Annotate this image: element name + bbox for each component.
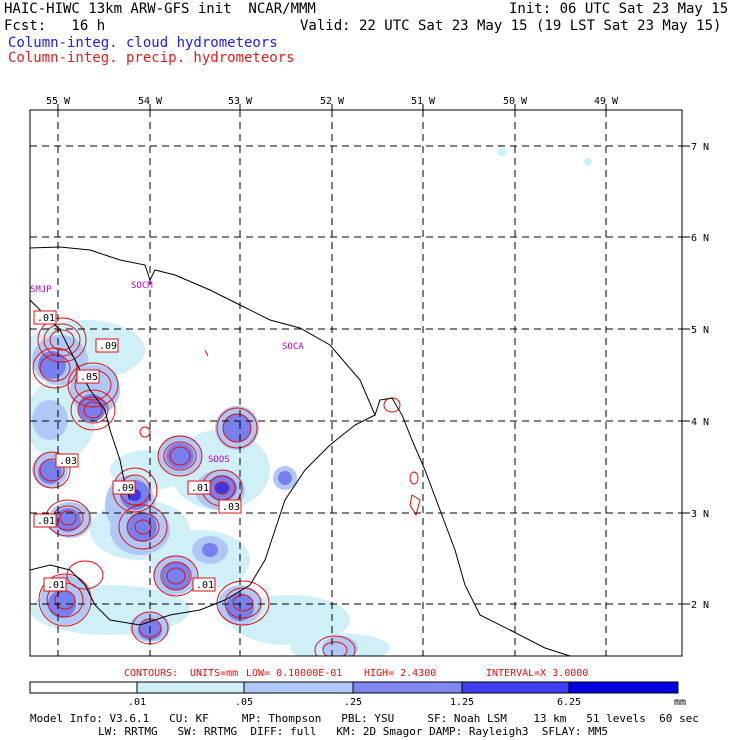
station-label: SOCA [282,342,304,352]
contours-label: CONTOURS: [124,668,178,679]
station-label: SOCM [131,281,153,291]
svg-text:.01: .01 [37,313,55,324]
frame-ticks [57,104,690,605]
lon-label: 55 W [46,96,71,107]
contour-label: .09 [112,480,136,495]
svg-text:.01: .01 [47,580,65,591]
svg-text:.09: .09 [116,483,134,494]
station-label: SOOS [208,455,230,465]
init-time: Init: 06 UTC Sat 23 May 15 [509,1,729,17]
contour-label: .03 [218,499,242,514]
latlon-grid [30,110,682,656]
plot-frame [29,109,683,657]
svg-text:.05: .05 [80,372,98,383]
contour-label: .01 [187,480,211,495]
valid-time: Valid: 22 UTC Sat 23 May 15 (19 LST Sat … [300,18,722,34]
contours-high: HIGH= 2.4300 [364,668,436,679]
colorbar-tick: .25 [344,697,362,708]
lon-label: 54 W [138,96,163,107]
colorbar-tick: 1.25 [450,697,474,708]
lat-label: 4 N [691,417,709,428]
contours-units: UNITS=mm [190,668,238,679]
lon-label: 50 W [503,96,528,107]
colorbar [29,681,679,694]
forecast-hour: Fcst: 16 h [4,18,106,34]
contour-label: .01 [43,577,67,592]
lon-label: 49 W [594,96,619,107]
svg-text:.01: .01 [191,483,209,494]
svg-text:.03: .03 [59,456,77,467]
lon-label: 52 W [320,96,345,107]
colorbar-tick: .05 [235,697,253,708]
lat-label: 5 N [691,325,709,336]
colorbar-tick: .01 [128,697,146,708]
cloud-shading [30,148,592,656]
contour-label: .01 [33,513,57,528]
lat-label: 3 N [691,509,709,520]
field-precip-label: Column-integ. precip. hydrometeors [8,50,295,66]
model-info-line1: Model Info: V3.6.1 CU: KF MP: Thompson P… [30,712,699,725]
contour-label: .03 [55,453,79,468]
lat-label: 2 N [691,600,709,611]
contours-low: LOW= 0.10000E-01 [246,668,342,679]
svg-text:.01: .01 [196,580,214,591]
contour-label: .01 [33,310,57,325]
colorbar-tick: 6.25 [557,697,581,708]
contour-label: .01 [192,577,216,592]
station-label: SMJP [30,285,52,295]
lat-label: 6 N [691,233,709,244]
lon-label: 53 W [228,96,253,107]
colorbar-unit: mm [674,697,686,708]
svg-text:.09: .09 [99,341,117,352]
contour-label: .05 [76,369,100,384]
contour-label: .09 [95,338,119,353]
lat-label: 7 N [691,142,709,153]
svg-text:.01: .01 [37,516,55,527]
plot-title: HAIC-HIWC 13km ARW-GFS init NCAR/MMM [4,1,316,17]
lon-label: 51 W [411,96,436,107]
contours-interval: INTERVAL=X 3.0000 [486,668,588,679]
field-cloud-label: Column-integ. cloud hydrometeors [8,35,278,51]
svg-text:.03: .03 [222,502,240,513]
model-info-line2: LW: RRTMG SW: RRTMG DIFF: full KM: 2D Sm… [98,725,608,738]
